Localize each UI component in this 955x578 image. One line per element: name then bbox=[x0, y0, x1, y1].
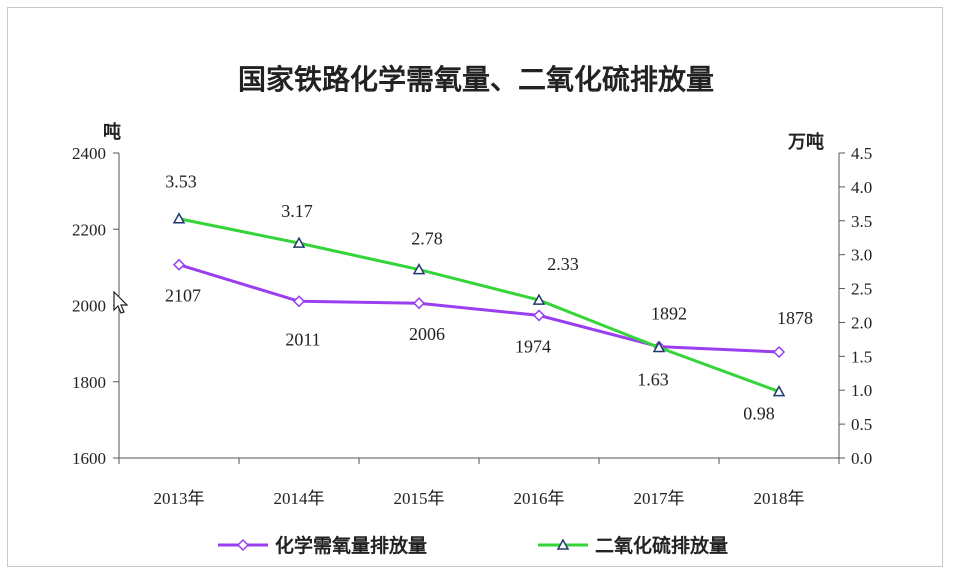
x-tick-label: 2015年 bbox=[394, 489, 445, 508]
left-tick-label: 1600 bbox=[72, 449, 106, 468]
legend-marker-triangle bbox=[556, 538, 570, 550]
data-point-triangle bbox=[532, 293, 546, 305]
right-axis-ticks: 0.0 0.5 1.0 1.5 2.0 2.5 3.0 3.5 4.0 4.5 bbox=[839, 144, 872, 468]
x-tick-label: 2014年 bbox=[274, 489, 325, 508]
data-label: 3.53 bbox=[165, 172, 197, 192]
data-point-diamond bbox=[292, 295, 306, 308]
data-label: 0.98 bbox=[743, 404, 775, 424]
axes bbox=[118, 153, 840, 459]
series-layer: 2107 2011 2006 1974 1892 1878 3.53 3.17 2.78 2.33… bbox=[165, 172, 813, 424]
right-tick-label: 3.5 bbox=[851, 212, 872, 231]
x-tick-label: 2016年 bbox=[514, 489, 565, 508]
legend-marker-diamond bbox=[236, 538, 250, 552]
data-label: 3.17 bbox=[281, 201, 313, 221]
x-tick-label: 2017年 bbox=[634, 489, 685, 508]
data-point-triangle bbox=[412, 263, 426, 275]
data-point-diamond bbox=[172, 258, 186, 271]
data-point-triangle bbox=[772, 385, 786, 397]
legend: 化学需氧量排放量 二氧化硫排放量 bbox=[218, 534, 728, 557]
data-point-triangle bbox=[652, 340, 666, 353]
chart-frame: 国家铁路化学需氧量、二氧化硫排放量 吨 万吨 1600 1800 2000 2200 2… bbox=[7, 7, 943, 567]
legend-label: 二氧化硫排放量 bbox=[595, 534, 728, 557]
data-point-triangle bbox=[292, 236, 306, 248]
mouse-cursor-icon bbox=[113, 291, 129, 314]
data-label: 1974 bbox=[515, 336, 551, 356]
right-tick-label: 3.0 bbox=[851, 246, 872, 265]
legend-label: 化学需氧量排放量 bbox=[275, 534, 427, 557]
right-tick-label: 0.0 bbox=[851, 449, 872, 468]
series-line-0 bbox=[178, 263, 780, 354]
right-tick-label: 0.5 bbox=[851, 415, 872, 434]
right-tick-label: 2.0 bbox=[851, 313, 872, 332]
data-label: 2006 bbox=[409, 324, 445, 344]
right-axis-unit: 万吨 bbox=[787, 131, 824, 153]
data-label: 1892 bbox=[651, 304, 687, 324]
data-label: 1878 bbox=[777, 308, 813, 328]
data-point-triangle bbox=[172, 212, 186, 224]
chart: 国家铁路化学需氧量、二氧化硫排放量 吨 万吨 1600 1800 2000 2200 2… bbox=[72, 63, 872, 557]
data-label: 2107 bbox=[165, 286, 201, 306]
data-point-diamond bbox=[412, 297, 426, 310]
left-tick-label: 2400 bbox=[72, 144, 106, 163]
series-line-1 bbox=[178, 217, 780, 393]
data-label: 2.78 bbox=[411, 229, 443, 249]
data-point-diamond bbox=[772, 345, 786, 359]
right-tick-label: 1.0 bbox=[851, 381, 872, 400]
x-tick-label: 2018年 bbox=[754, 489, 805, 508]
data-label: 1.63 bbox=[637, 370, 669, 390]
x-axis-ticks: 2013年 2014年 2015年 2016年 2017年 2018年 bbox=[118, 458, 840, 508]
data-label: 2011 bbox=[285, 329, 320, 349]
left-tick-label: 2200 bbox=[72, 220, 106, 239]
right-tick-label: 4.0 bbox=[851, 178, 872, 197]
left-tick-label: 1800 bbox=[72, 373, 106, 392]
left-tick-label: 2000 bbox=[72, 297, 106, 316]
left-axis-unit: 吨 bbox=[103, 121, 121, 143]
right-tick-label: 4.5 bbox=[851, 144, 872, 163]
chart-title: 国家铁路化学需氧量、二氧化硫排放量 bbox=[238, 63, 714, 96]
data-label: 2.33 bbox=[547, 254, 579, 274]
x-tick-label: 2013年 bbox=[154, 489, 205, 508]
right-tick-label: 1.5 bbox=[851, 347, 872, 366]
left-axis-ticks: 1600 1800 2000 2200 2400 bbox=[72, 144, 119, 468]
data-point-diamond bbox=[532, 309, 546, 322]
right-tick-label: 2.5 bbox=[851, 280, 872, 299]
